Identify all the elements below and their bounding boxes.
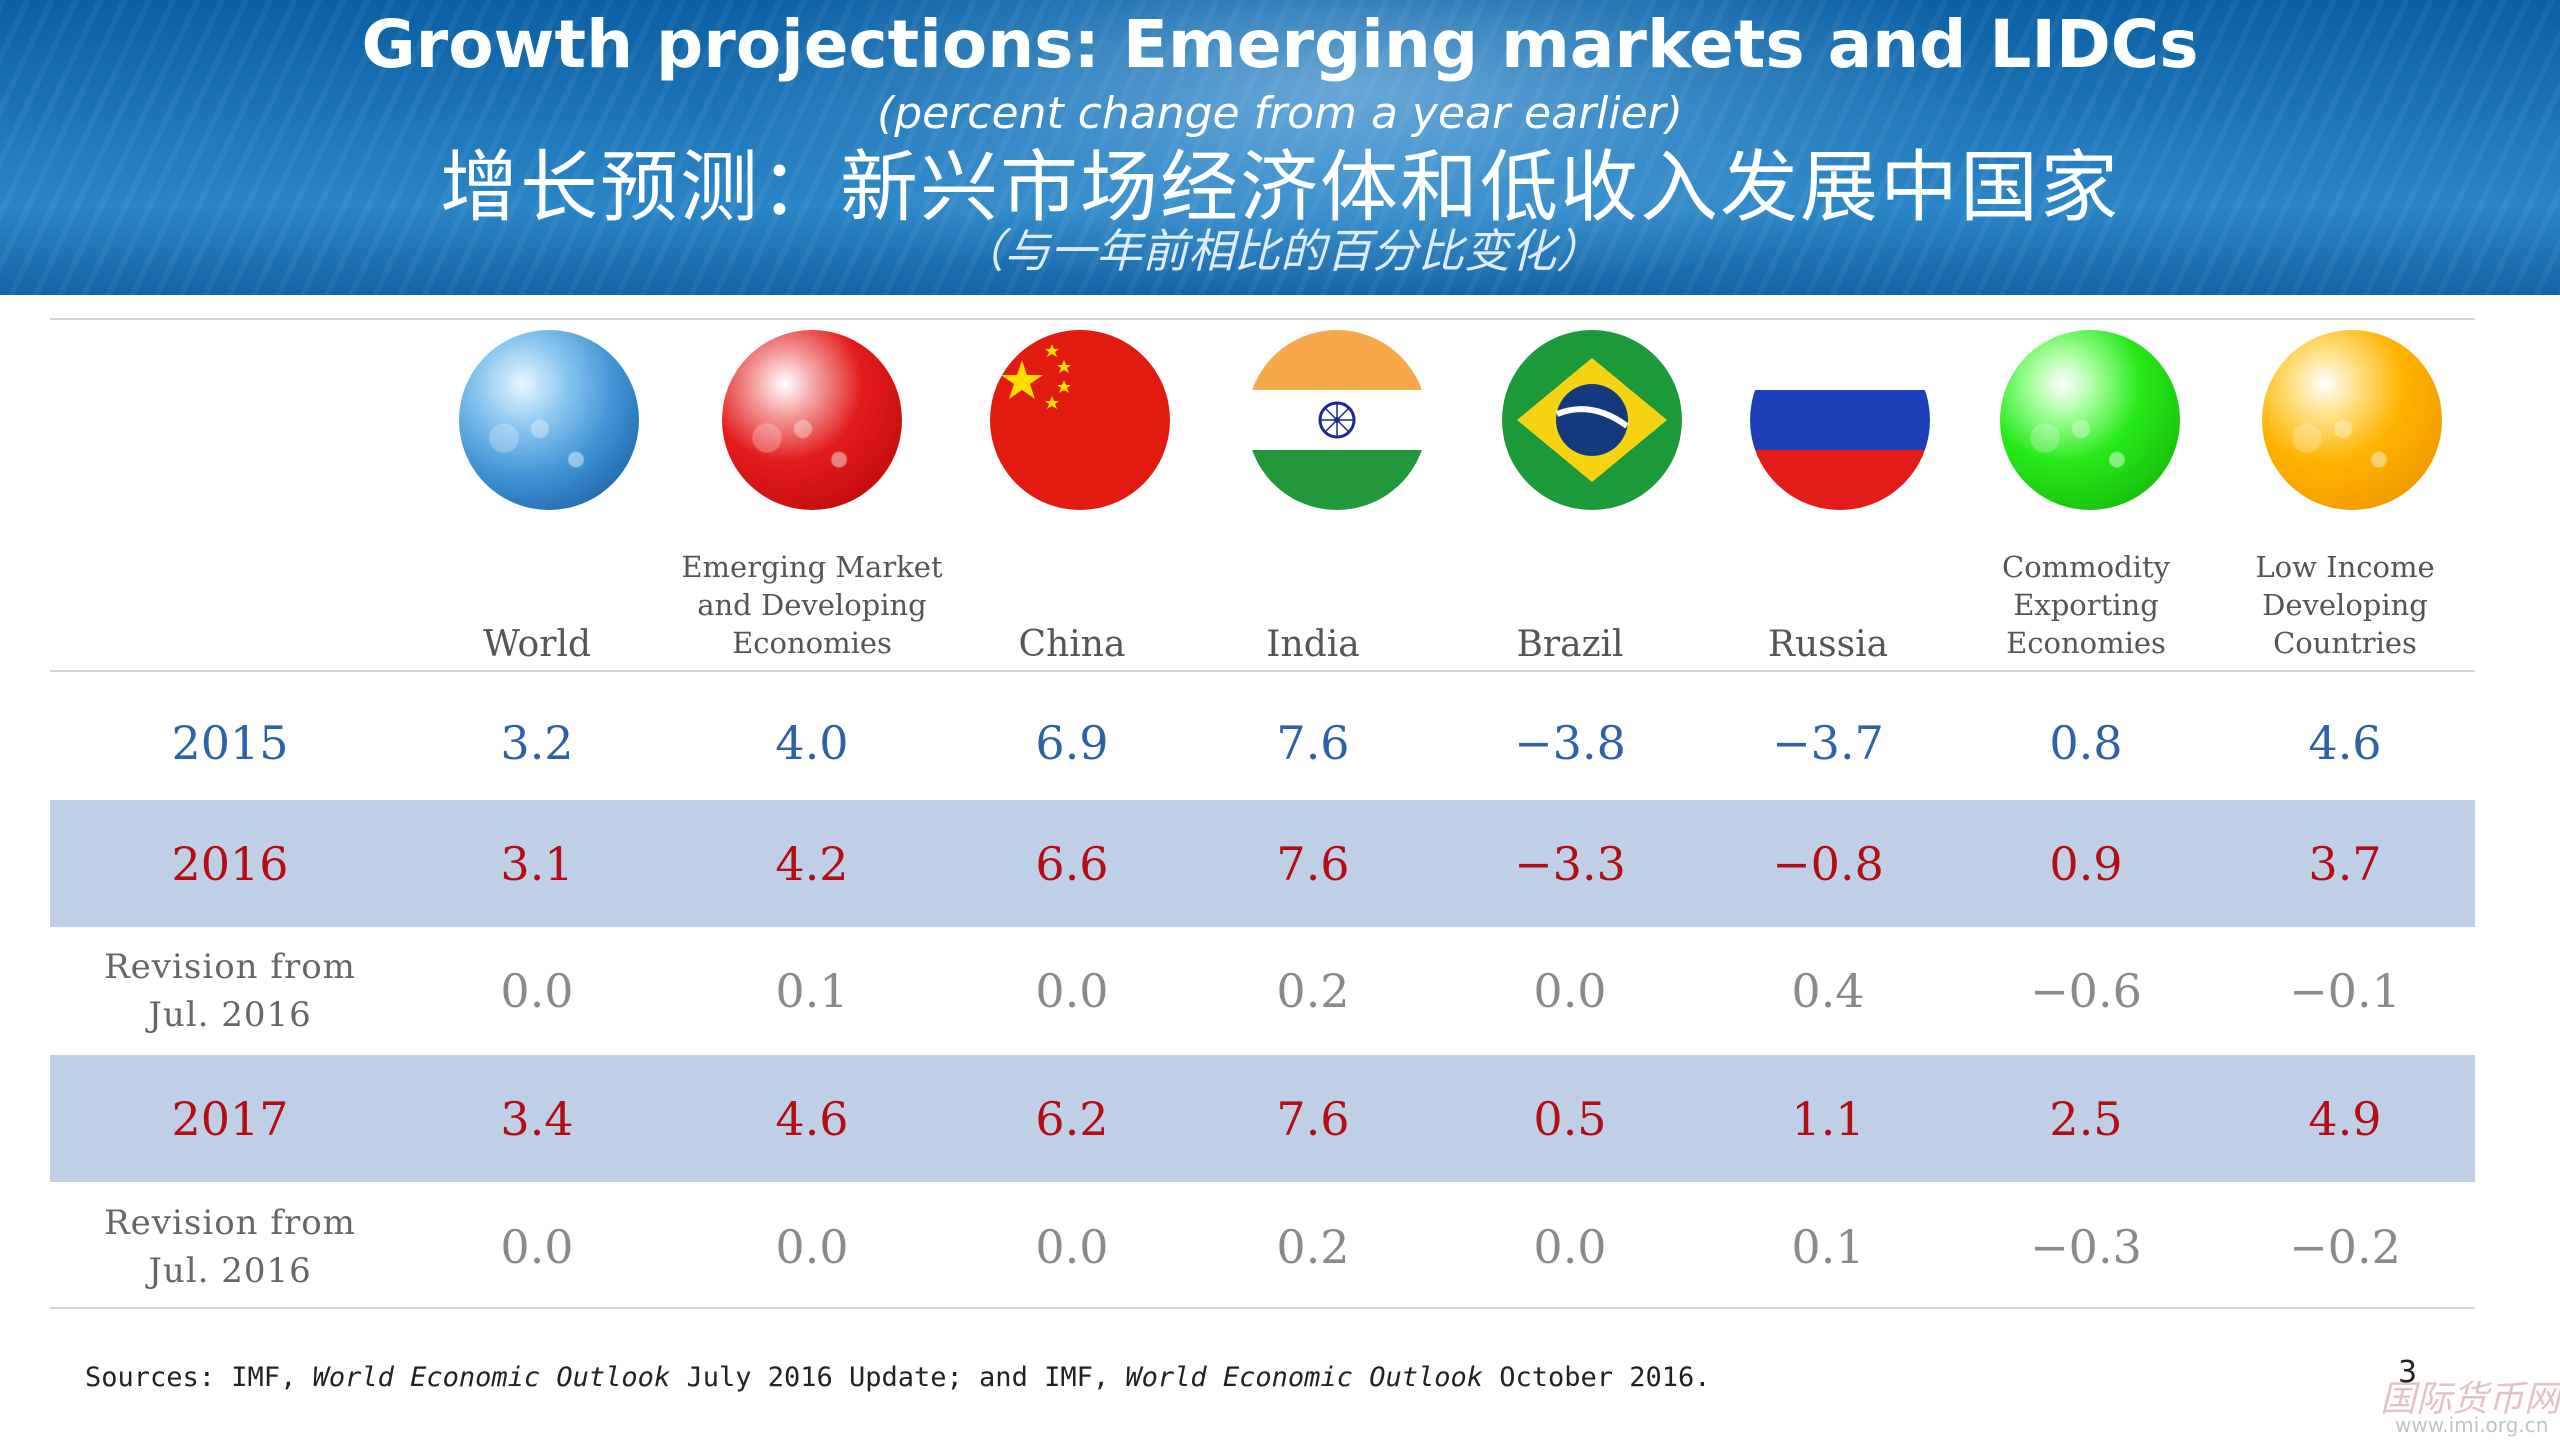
row-band-2017 xyxy=(50,1055,2475,1182)
table-cell: 0.2 xyxy=(1276,1220,1350,1274)
table-cell: 4.2 xyxy=(775,836,849,891)
watermark-logo: 国际货币网 xyxy=(2380,1379,2560,1420)
table-cell: 3.4 xyxy=(500,1091,574,1146)
table-cell: 4.6 xyxy=(2308,715,2382,770)
row-label-2015: 2015 xyxy=(171,715,289,770)
slide-header: Growth projections: Emerging markets and… xyxy=(0,0,2560,295)
title-english: Growth projections: Emerging markets and… xyxy=(361,6,2199,83)
row-label-revision-2017: Revision from Jul. 2016 xyxy=(104,1203,356,1291)
table-cell: −0.6 xyxy=(2030,964,2142,1018)
table-cell: 0.1 xyxy=(1791,1220,1865,1274)
table-cell: −3.3 xyxy=(1514,836,1626,891)
row-label-revision-2016: Revision from Jul. 2016 xyxy=(104,947,356,1035)
table-cell: 4.0 xyxy=(775,715,849,770)
table-bottom-rule xyxy=(50,1307,2475,1309)
sources-publication: World Economic Outlook xyxy=(312,1362,671,1393)
orange-globe-icon xyxy=(2262,330,2442,510)
table-cell: 0.5 xyxy=(1533,1091,1607,1146)
header-divider xyxy=(50,670,2475,672)
table-cell: 0.1 xyxy=(775,964,849,1018)
table-cell: 1.1 xyxy=(1791,1091,1865,1146)
watermark-url: www.imi.org.cn xyxy=(2395,1413,2549,1437)
table-cell: 7.6 xyxy=(1276,1091,1350,1146)
title-chinese: 增长预测：新兴市场经济体和低收入发展中国家 xyxy=(439,143,2120,233)
table-cell: 0.0 xyxy=(775,1220,849,1274)
sources-text: Sources: IMF, xyxy=(85,1362,313,1393)
table-cell: 4.9 xyxy=(2308,1091,2382,1146)
sources-note: Sources: IMF, World Economic Outlook Jul… xyxy=(85,1362,1711,1393)
table-cell: −3.7 xyxy=(1772,715,1884,770)
table-cell: −0.8 xyxy=(1772,836,1884,891)
sources-text: October 2016. xyxy=(1482,1362,1711,1393)
page-number: 3 xyxy=(2398,1355,2418,1390)
column-header-brazil: Brazil xyxy=(1516,624,1624,665)
table-cell: 0.4 xyxy=(1791,964,1865,1018)
world-globe-icon xyxy=(459,330,639,510)
table-cell: 7.6 xyxy=(1276,715,1350,770)
table-cell: 0.9 xyxy=(2049,836,2123,891)
table-cell: 4.6 xyxy=(775,1091,849,1146)
table-cell: 0.0 xyxy=(1035,1220,1109,1274)
table-cell: 6.6 xyxy=(1035,836,1109,891)
subtitle-chinese: （与一年前相比的百分比变化） xyxy=(958,224,1602,278)
table-cell: −3.8 xyxy=(1514,715,1626,770)
column-header-world: World xyxy=(483,624,591,665)
india-flag-icon xyxy=(1247,330,1427,510)
column-header-emerging-markets: Emerging Market and Developing Economies xyxy=(681,550,943,660)
red-globe-icon xyxy=(722,330,902,510)
table-cell: 0.0 xyxy=(1533,1220,1607,1274)
china-flag-icon xyxy=(990,330,1170,510)
row-label-2016: 2016 xyxy=(171,836,289,891)
column-header-low-income: Low Income Developing Countries xyxy=(2255,550,2435,660)
russia-flag-icon xyxy=(1750,330,1930,510)
column-header-russia: Russia xyxy=(1767,624,1889,665)
table-top-rule xyxy=(50,318,2475,320)
table-cell: 0.0 xyxy=(1533,964,1607,1018)
table-cell: 0.2 xyxy=(1276,964,1350,1018)
table-cell: 7.6 xyxy=(1276,836,1350,891)
sources-text: July 2016 Update; and IMF, xyxy=(670,1362,1126,1393)
table-cell: 3.2 xyxy=(500,715,574,770)
table-cell: 0.0 xyxy=(500,964,574,1018)
table-cell: 0.0 xyxy=(500,1220,574,1274)
table-cell: 2.5 xyxy=(2049,1091,2123,1146)
table-cell: 6.2 xyxy=(1035,1091,1109,1146)
table-cell: −0.2 xyxy=(2289,1220,2401,1274)
brazil-flag-icon xyxy=(1502,330,1682,510)
column-header-commodity-exporters: Commodity Exporting Economies xyxy=(2002,550,2170,660)
green-globe-icon xyxy=(2000,330,2180,510)
row-band-2016 xyxy=(50,800,2475,927)
table-cell: −0.1 xyxy=(2289,964,2401,1018)
column-header-india: India xyxy=(1266,624,1360,665)
table-cell: −0.3 xyxy=(2030,1220,2142,1274)
table-cell: 0.0 xyxy=(1035,964,1109,1018)
table-cell: 3.7 xyxy=(2308,836,2382,891)
row-label-2017: 2017 xyxy=(171,1091,289,1146)
subtitle-english: (percent change from a year earlier) xyxy=(877,88,1683,139)
table-cell: 0.8 xyxy=(2049,715,2123,770)
sources-publication: World Economic Outlook xyxy=(1125,1362,1483,1393)
table-cell: 3.1 xyxy=(500,836,574,891)
column-header-china: China xyxy=(1018,624,1126,665)
table-cell: 6.9 xyxy=(1035,715,1109,770)
